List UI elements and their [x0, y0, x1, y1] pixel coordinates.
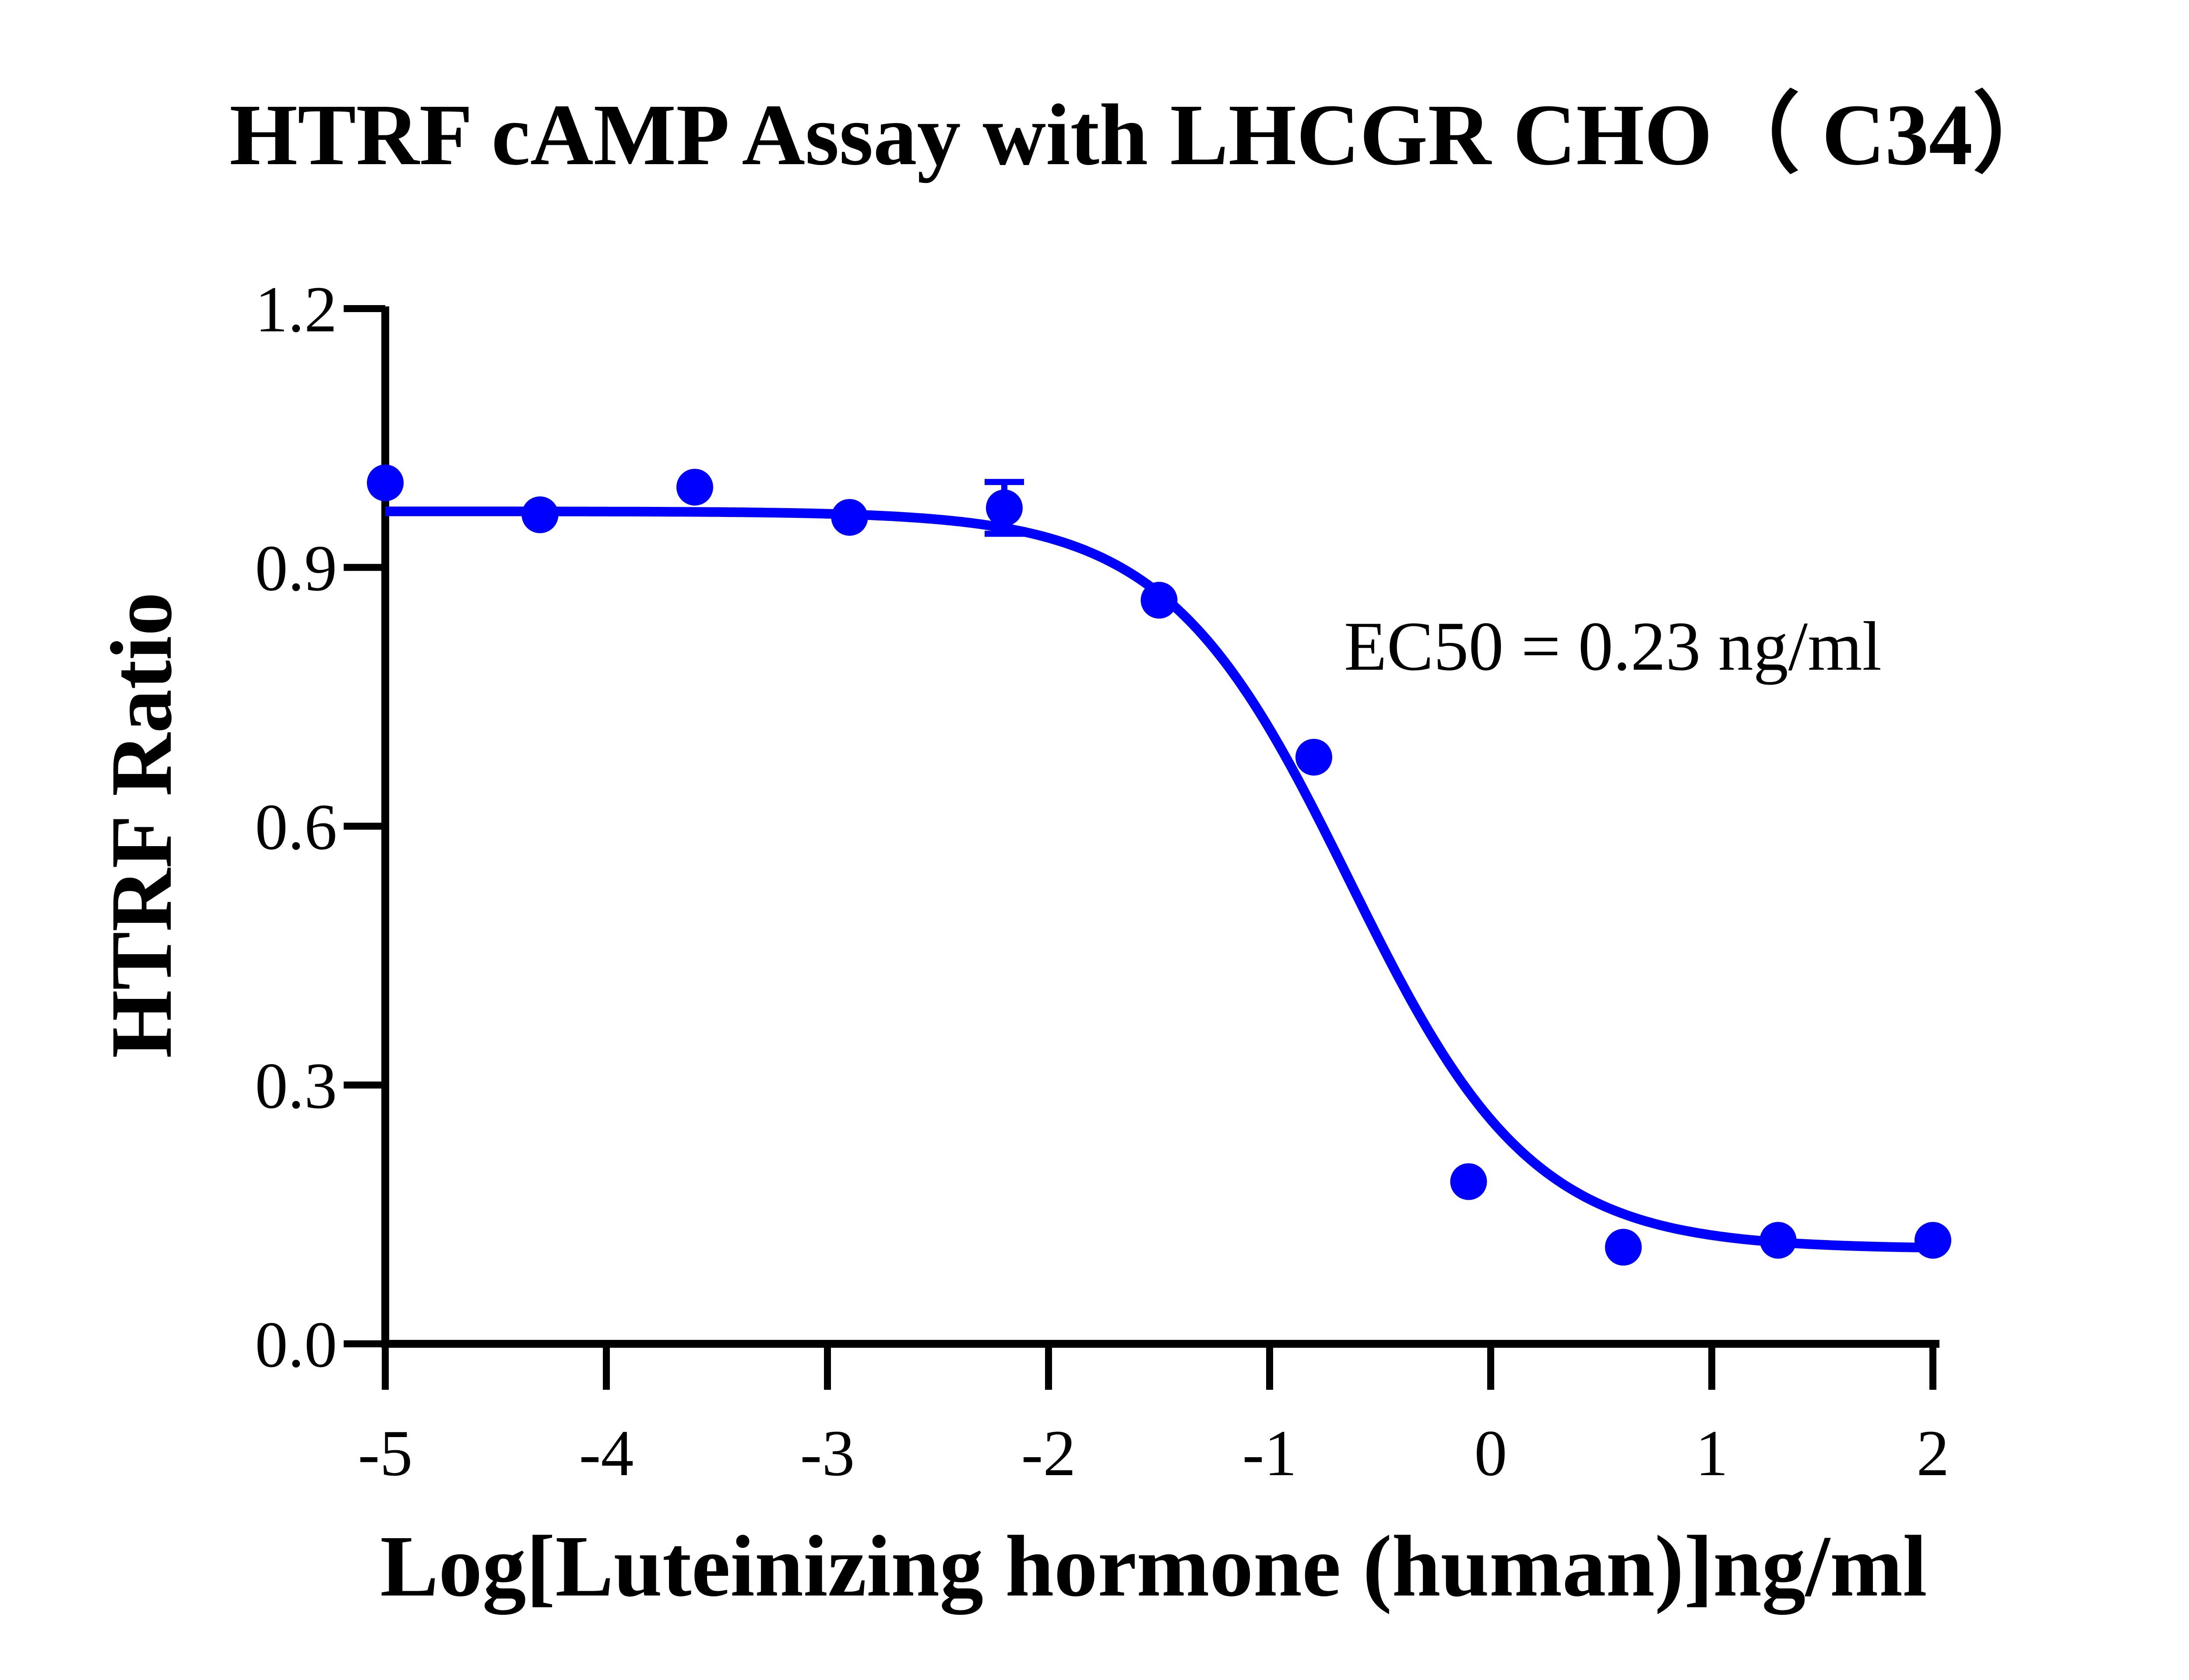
x-tick-label: 1: [1696, 1417, 1728, 1490]
y-tick-label: 0.3: [255, 1050, 338, 1122]
data-point: [1295, 738, 1332, 776]
data-point: [521, 496, 559, 534]
x-tick-label: 2: [1917, 1417, 1950, 1490]
y-axis-label: HTRF Ratio: [93, 592, 190, 1058]
x-tick-label: -2: [1021, 1417, 1076, 1490]
data-point: [831, 499, 868, 536]
chart-title: HTRF cAMP Assay with LHCGR CHO（ C34）: [229, 87, 2060, 183]
x-tick-label: -3: [800, 1417, 855, 1490]
x-ticks: -5 -4 -3 -2 -1 0 1 2: [358, 1344, 1950, 1490]
y-ticks: 0.0 0.3 0.6 0.9 1.2: [255, 273, 385, 1381]
data-point: [676, 468, 713, 506]
y-tick-label: 0.6: [255, 791, 338, 864]
data-point: [1914, 1222, 1951, 1259]
data-points: [367, 464, 1951, 1266]
data-point: [1450, 1163, 1487, 1200]
plot-area: 0.0 0.3 0.6 0.9 1.2 -5 -4 -3 -2 -1 0 1 2: [255, 273, 1951, 1490]
y-tick-label: 0.0: [255, 1308, 338, 1381]
ec50-annotation: EC50 = 0.23 ng/ml: [1344, 607, 1882, 685]
x-axis-label: Log[Luteinizing hormone (human)]ng/ml: [380, 1518, 1927, 1615]
x-tick-label: -1: [1242, 1417, 1297, 1490]
data-point: [986, 489, 1023, 527]
x-tick-label: 0: [1475, 1417, 1507, 1490]
x-tick-label: -5: [358, 1417, 413, 1490]
data-point: [1605, 1229, 1642, 1266]
data-point: [367, 464, 404, 502]
y-tick-label: 0.9: [255, 532, 338, 605]
data-point: [1140, 582, 1178, 619]
data-point: [1760, 1222, 1797, 1259]
y-tick-label: 1.2: [255, 273, 338, 346]
x-tick-label: -4: [579, 1417, 634, 1490]
